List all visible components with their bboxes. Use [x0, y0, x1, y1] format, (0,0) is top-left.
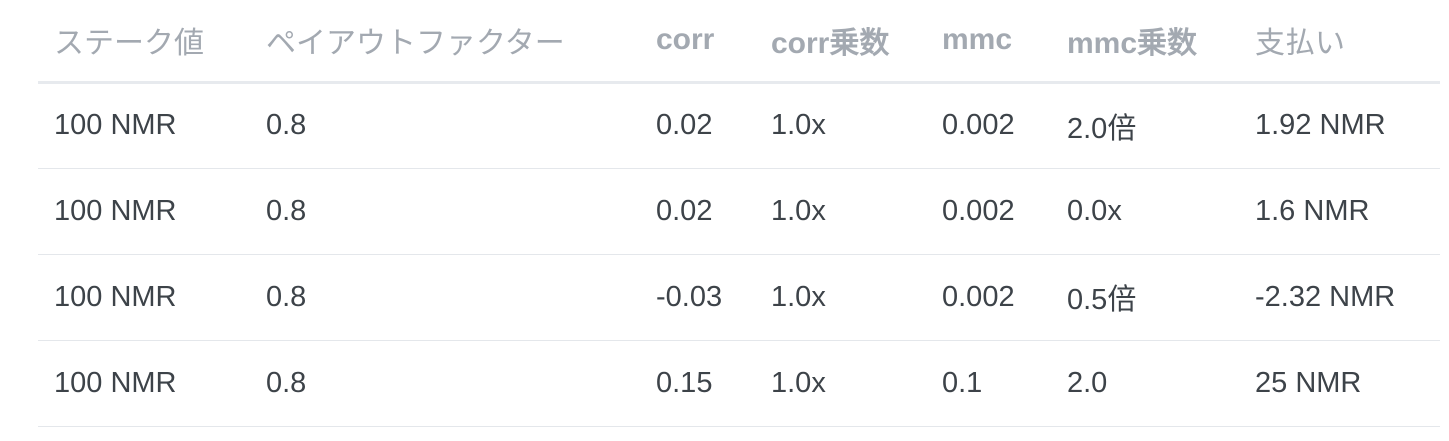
header-row: ステーク値 ペイアウトファクター corr corr乗数 mmc mmc乗数 支…	[38, 0, 1440, 84]
table-row: 100 NMR 0.8 0.15 1.0x 0.1 2.0 25 NMR	[38, 340, 1440, 427]
cell-mmc-multiplier: 2.0	[1051, 340, 1239, 427]
cell-mmc: 0.002	[926, 254, 1051, 341]
header-corr-multiplier: corr乗数	[755, 0, 926, 84]
cell-stake-value: 100 NMR	[38, 82, 250, 169]
cell-corr-multiplier: 1.0x	[755, 82, 926, 169]
cell-mmc-multiplier: 0.0x	[1051, 168, 1239, 255]
cell-payout: -2.32 NMR	[1239, 254, 1440, 341]
table-body: 100 NMR 0.8 0.02 1.0x 0.002 2.0倍 1.92 NM…	[38, 82, 1440, 427]
table-row: 100 NMR 0.8 -0.03 1.0x 0.002 0.5倍 -2.32 …	[38, 254, 1440, 341]
header-corr: corr	[640, 0, 755, 84]
header-mmc: mmc	[926, 0, 1051, 84]
cell-stake-value: 100 NMR	[38, 168, 250, 255]
cell-payout: 25 NMR	[1239, 340, 1440, 427]
cell-payout: 1.92 NMR	[1239, 82, 1440, 169]
header-mmc-multiplier: mmc乗数	[1051, 0, 1239, 84]
cell-corr: 0.02	[640, 82, 755, 169]
cell-mmc: 0.002	[926, 82, 1051, 169]
cell-stake-value: 100 NMR	[38, 340, 250, 427]
cell-payout-factor: 0.8	[250, 168, 640, 255]
cell-stake-value: 100 NMR	[38, 254, 250, 341]
cell-payout-factor: 0.8	[250, 254, 640, 341]
cell-corr-multiplier: 1.0x	[755, 168, 926, 255]
cell-mmc-multiplier: 2.0倍	[1051, 82, 1239, 169]
cell-corr-multiplier: 1.0x	[755, 340, 926, 427]
cell-corr: 0.15	[640, 340, 755, 427]
header-payout: 支払い	[1239, 0, 1440, 84]
cell-corr-multiplier: 1.0x	[755, 254, 926, 341]
cell-corr: -0.03	[640, 254, 755, 341]
table-header: ステーク値 ペイアウトファクター corr corr乗数 mmc mmc乗数 支…	[38, 0, 1440, 84]
payout-table: ステーク値 ペイアウトファクター corr corr乗数 mmc mmc乗数 支…	[38, 0, 1440, 427]
cell-mmc: 0.002	[926, 168, 1051, 255]
table-row: 100 NMR 0.8 0.02 1.0x 0.002 0.0x 1.6 NMR	[38, 168, 1440, 255]
header-payout-factor: ペイアウトファクター	[250, 0, 640, 84]
table-row: 100 NMR 0.8 0.02 1.0x 0.002 2.0倍 1.92 NM…	[38, 82, 1440, 169]
cell-payout: 1.6 NMR	[1239, 168, 1440, 255]
payout-table-container: ステーク値 ペイアウトファクター corr corr乗数 mmc mmc乗数 支…	[38, 0, 1440, 427]
cell-payout-factor: 0.8	[250, 82, 640, 169]
header-stake-value: ステーク値	[38, 0, 250, 84]
cell-payout-factor: 0.8	[250, 340, 640, 427]
cell-mmc: 0.1	[926, 340, 1051, 427]
cell-corr: 0.02	[640, 168, 755, 255]
cell-mmc-multiplier: 0.5倍	[1051, 254, 1239, 341]
